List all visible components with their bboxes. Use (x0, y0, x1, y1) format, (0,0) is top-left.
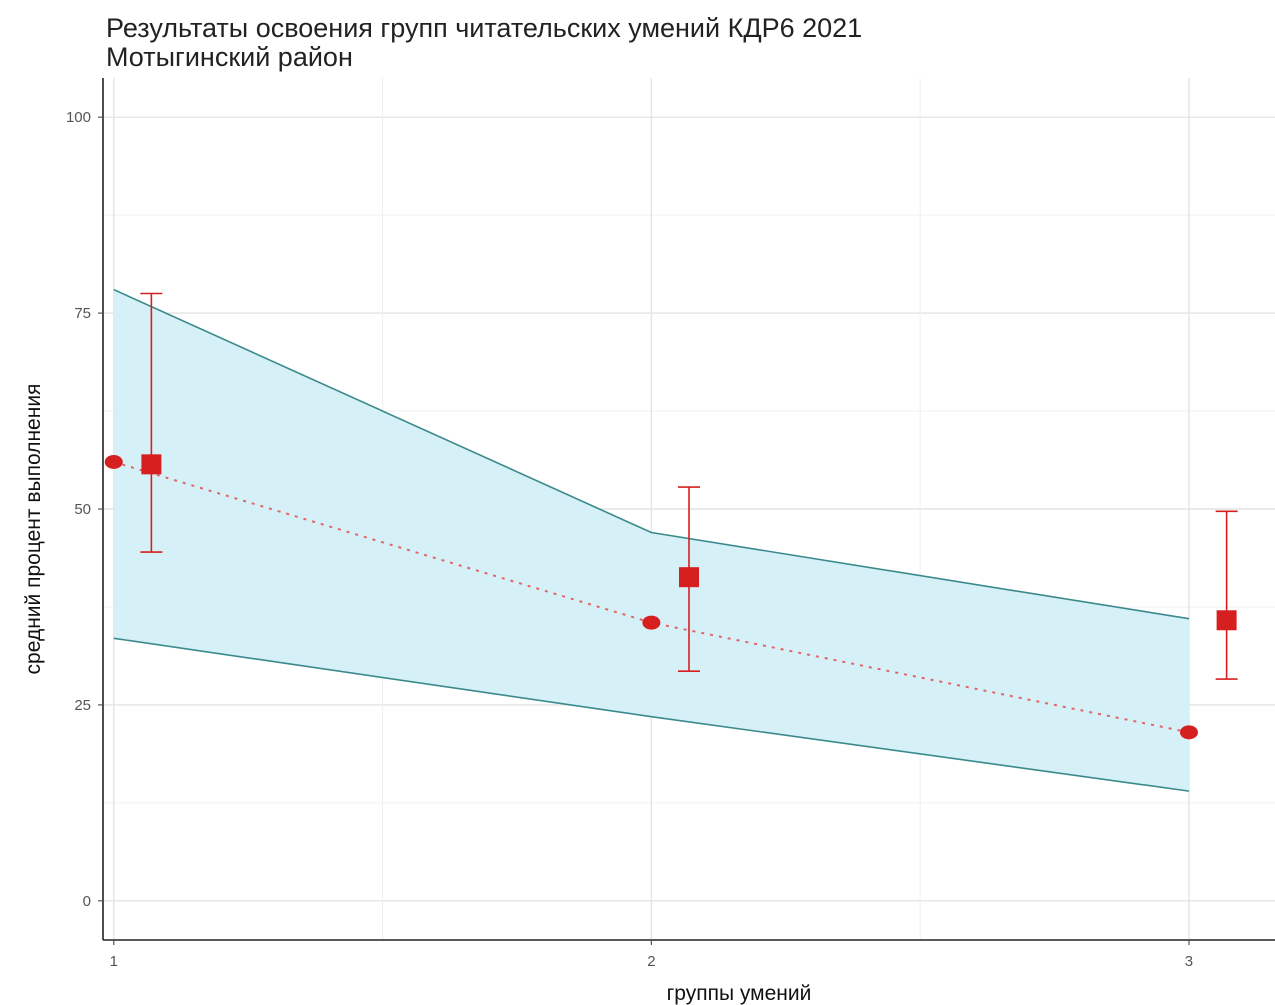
square-marker (679, 567, 699, 588)
y-tick-label: 25 (74, 697, 91, 714)
circle-marker (1179, 725, 1198, 740)
axes (98, 78, 1275, 945)
chart-title-block: Результаты освоения групп читательских у… (106, 14, 862, 72)
band-area (113, 289, 1189, 792)
square-marker (141, 454, 162, 475)
tick-labels: 0 25 50 75 100 1 2 3 (66, 109, 1193, 970)
x-tick-label: 2 (647, 953, 655, 970)
range-band (113, 288, 1190, 792)
square-marker (1216, 610, 1237, 631)
chart-subtitle: Мотыгинский район (106, 42, 353, 72)
x-axis-label: группы умений (667, 982, 812, 1005)
x-tick-label: 3 (1185, 953, 1193, 970)
circle-marker (104, 454, 123, 469)
chart-title: Результаты освоения групп читательских у… (106, 13, 863, 43)
y-tick-label: 0 (83, 893, 91, 910)
y-tick-label: 50 (74, 501, 91, 518)
y-tick-label: 75 (74, 305, 91, 322)
circle-marker (642, 615, 661, 630)
y-tick-label: 100 (66, 109, 91, 126)
band-lower-line (113, 637, 1190, 792)
band-upper-line (113, 288, 1190, 620)
data-markers (104, 454, 1237, 740)
x-tick-label: 1 (110, 953, 118, 970)
y-axis-label: средний процент выполнения (22, 384, 45, 675)
